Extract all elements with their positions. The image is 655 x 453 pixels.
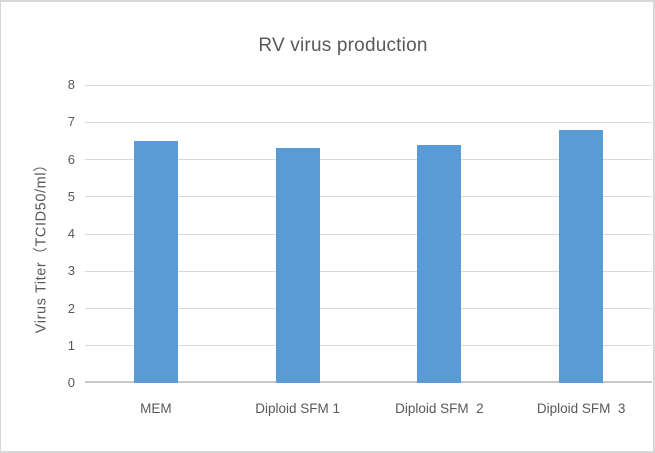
y-gridline-5	[85, 196, 652, 198]
x-category-label-0: MEM	[140, 401, 172, 416]
y-tick-label-8: 8	[67, 77, 75, 92]
y-tick-label-6: 6	[67, 151, 75, 167]
y-tick-label-4: 4	[67, 226, 75, 241]
bar-diploid-sfm-3	[559, 129, 604, 383]
y-tick-label-5: 5	[67, 188, 75, 204]
y-gridline-4	[85, 233, 652, 235]
chart-title: RV virus production	[258, 35, 428, 56]
x-category-label-2: Diploid SFM 2	[395, 401, 484, 416]
y-tick-label-3: 3	[67, 263, 75, 279]
x-category-label-3: Diploid SFM 3	[536, 401, 626, 416]
y-tick-label-1: 1	[67, 337, 75, 353]
y-gridline-7	[85, 121, 652, 123]
y-gridline-2	[85, 308, 652, 309]
y-gridline-6	[85, 159, 652, 160]
bar-mem	[133, 140, 178, 383]
bar-diploid-sfm-1	[275, 148, 320, 383]
plot-area: 0 1 2 3 4 5 6 7 8 MEM Diploid SFM 1 Diploid SFM 2 Di…	[68, 77, 652, 416]
x-axis-line	[85, 381, 652, 383]
y-tick-label-7: 7	[67, 114, 75, 130]
y-gridline-8	[85, 84, 652, 86]
y-gridline-1	[85, 345, 652, 347]
bar-diploid-sfm-2	[417, 144, 462, 383]
y-tick-label-0: 0	[67, 375, 75, 390]
x-category-label-1: Diploid SFM 1	[255, 401, 341, 416]
y-gridline-3	[85, 270, 652, 272]
y-tick-label-2: 2	[67, 300, 75, 316]
